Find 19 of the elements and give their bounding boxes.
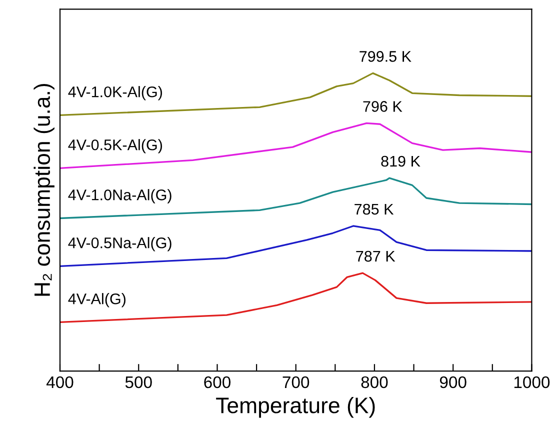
x-tick-label: 800 bbox=[361, 376, 388, 388]
annotation: 796 K bbox=[363, 101, 402, 112]
annotation: 819 K bbox=[381, 156, 420, 167]
series-label: 4V-0.5K-Al(G) bbox=[68, 139, 162, 154]
series-label: 4V-1.0Na-Al(G) bbox=[68, 189, 172, 204]
annotation: 799.5 K bbox=[360, 51, 412, 62]
series-label: 4V-0.5Na-Al(G) bbox=[68, 237, 172, 252]
x-tick-label: 700 bbox=[282, 376, 310, 388]
x-axis-title: Temperature (K) bbox=[216, 396, 375, 418]
x-tick-label: 1000 bbox=[514, 376, 550, 388]
annotation: 787 K bbox=[356, 250, 396, 262]
series-label: 4V-Al(G) bbox=[68, 293, 126, 308]
series-label: 4V-1.0K-Al(G) bbox=[68, 86, 162, 100]
x-tick-label: 900 bbox=[440, 376, 466, 388]
x-tick-label: 600 bbox=[204, 376, 230, 388]
x-tick-label: 500 bbox=[125, 376, 152, 388]
annotation: 785 K bbox=[354, 204, 394, 215]
x-tick-label: 400 bbox=[46, 376, 74, 388]
y-axis-title: H₂ consumption (u.a.) bbox=[34, 84, 54, 296]
